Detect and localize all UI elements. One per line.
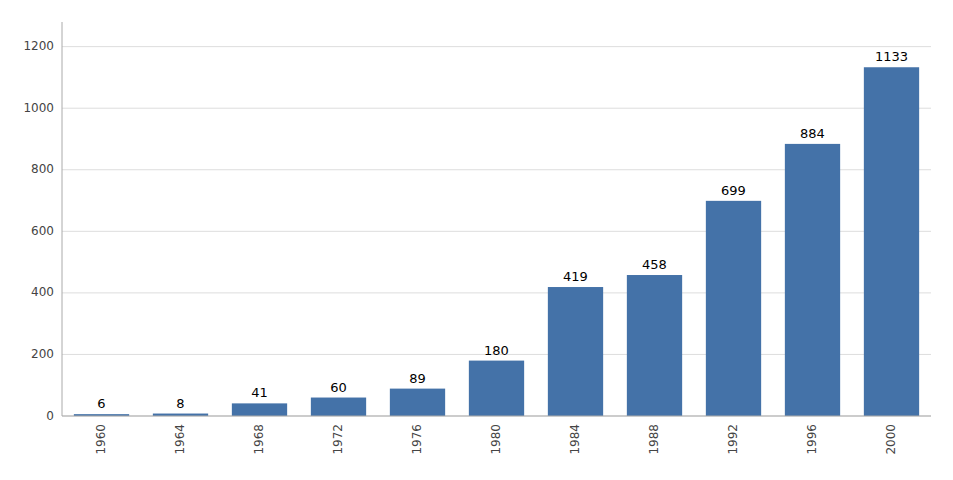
y-tick-label: 400 <box>31 285 54 299</box>
x-tick-label: 1968 <box>252 424 266 455</box>
chart-container: 0 200 400 600 800 1000 1200 1960 1964 1968 1972 197… <box>0 0 953 480</box>
grid-line <box>62 46 931 47</box>
data-label: 1133 <box>875 49 908 64</box>
y-axis-line <box>62 22 63 416</box>
data-label: 180 <box>484 343 509 358</box>
x-tick-label: 1964 <box>173 424 187 455</box>
y-tick-label: 200 <box>31 347 54 361</box>
y-tick-label: 0 <box>46 409 54 423</box>
data-label: 419 <box>563 269 588 284</box>
bar <box>548 287 603 416</box>
x-tick-label: 1984 <box>568 424 582 455</box>
data-label: 41 <box>251 385 268 400</box>
data-label: 699 <box>721 183 746 198</box>
bar <box>627 275 682 416</box>
data-label: 884 <box>800 126 825 141</box>
x-tick-label: 1972 <box>331 424 345 455</box>
x-tick-label: 1980 <box>489 424 503 455</box>
bar <box>706 201 761 416</box>
bar <box>232 403 287 416</box>
y-tick-label: 600 <box>31 224 54 238</box>
grid <box>62 47 931 416</box>
x-tick-label: 1976 <box>410 424 424 455</box>
x-tick-label: 1960 <box>94 424 108 455</box>
bars <box>74 67 919 416</box>
data-label: 60 <box>330 380 347 395</box>
bar <box>864 67 919 416</box>
y-tick-label: 1200 <box>23 39 54 53</box>
x-tick-label: 2000 <box>884 424 898 455</box>
grid-line <box>62 416 931 417</box>
bar <box>390 389 445 416</box>
bar <box>785 144 840 416</box>
data-label: 458 <box>642 257 667 272</box>
data-label: 8 <box>176 396 184 411</box>
x-axis: 1960 1964 1968 1972 1976 1980 1984 1988 1992 1996… <box>62 416 931 455</box>
y-tick-label: 1000 <box>23 101 54 115</box>
data-label: 6 <box>97 396 105 411</box>
y-tick-label: 800 <box>31 162 54 176</box>
data-label: 89 <box>409 371 426 386</box>
chart-svg: 0 200 400 600 800 1000 1200 1960 1964 1968 1972 197… <box>0 0 953 480</box>
y-axis: 0 200 400 600 800 1000 1200 <box>23 22 62 423</box>
data-labels: 6 8 41 60 89 180 419 458 699 884 1133 <box>97 49 908 411</box>
x-tick-label: 1988 <box>647 424 661 455</box>
bar <box>311 398 366 416</box>
grid-line <box>62 108 931 109</box>
x-axis-line <box>62 416 931 417</box>
x-tick-label: 1996 <box>805 424 819 455</box>
x-tick-label: 1992 <box>726 424 740 455</box>
bar <box>469 361 524 416</box>
